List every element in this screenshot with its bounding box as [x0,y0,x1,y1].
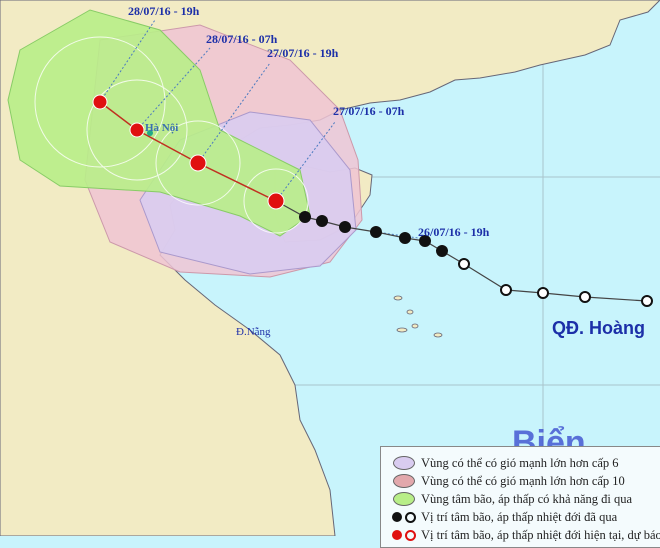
legend-label: Vùng tâm bão, áp thấp có khả năng đi qua [421,491,633,506]
forecast-storm-icons [92,94,285,210]
purple-ellipse-icon [393,456,415,470]
legend-label: Vùng có thể có gió mạnh lớn hơn cấp 10 [421,473,625,488]
track-label: 27/07/16 - 07h [333,104,405,118]
black-storm-icon [387,511,421,523]
forecast-track-line [99,101,277,202]
archipelago-label: QĐ. Hoàng [552,318,645,338]
red-storm-icon [387,529,421,541]
past-storm-icons [299,211,448,257]
past-depression-icons [458,258,653,307]
track-label: 28/07/16 - 19h [128,4,200,18]
city-label: Đ.Nẵng [236,326,271,338]
track-label: 26/07/16 - 19h [418,225,490,239]
city-label: Hà Nội [145,122,179,134]
legend-label: Vị trí tâm bão, áp thấp nhiệt đới đã qua [421,509,618,524]
center-zone [7,9,311,237]
track-label: 27/07/16 - 19h [267,46,339,60]
legend: Vùng có thể có gió mạnh lớn hơn cấp 6 Vù… [380,446,660,548]
green-ellipse-icon [393,492,415,506]
legend-label: Vị trí tâm bão, áp thấp nhiệt đới hiện t… [421,527,660,542]
pink-ellipse-icon [393,474,415,488]
storm-map [0,0,660,536]
track-label: 28/07/16 - 07h [206,32,278,46]
legend-label: Vùng có thể có gió mạnh lớn hơn cấp 6 [421,455,619,470]
